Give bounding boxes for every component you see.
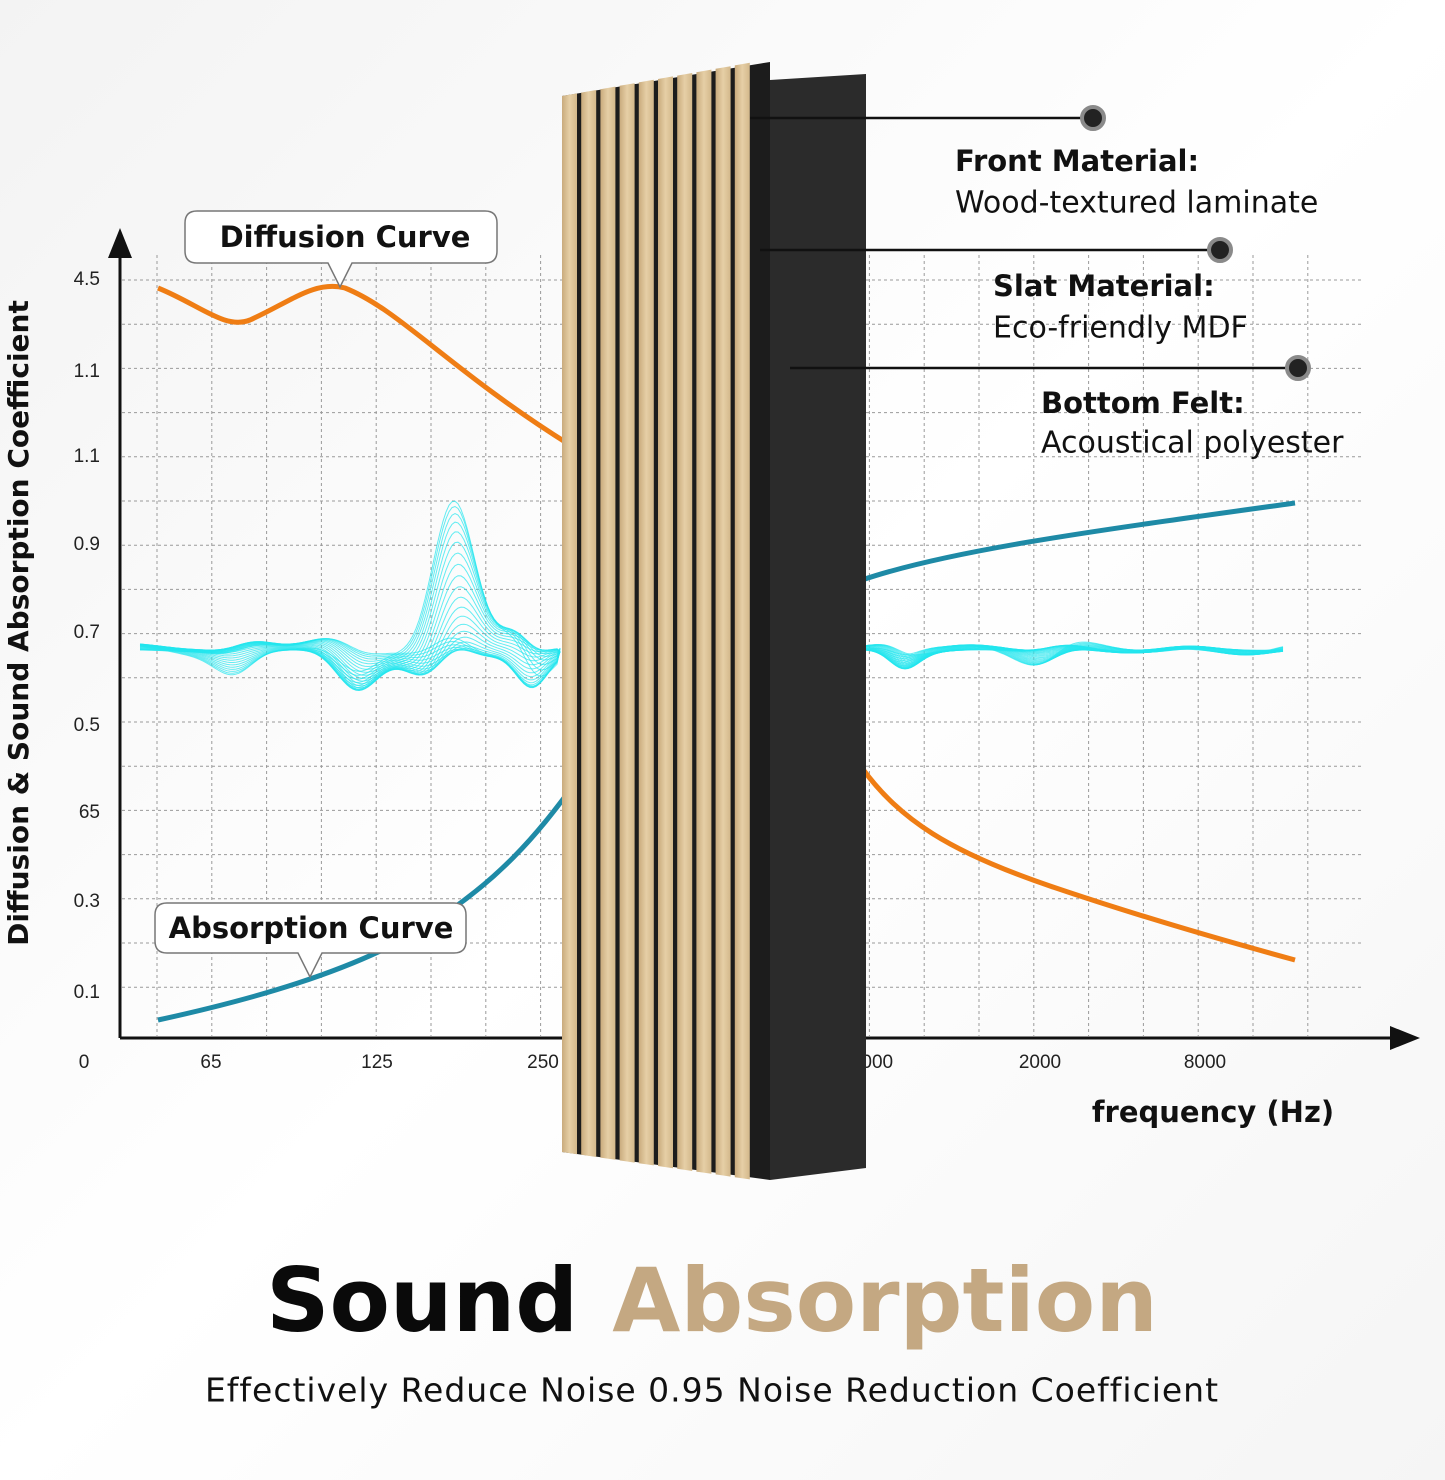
wave-line bbox=[139, 541, 561, 689]
x-tick-label: 8000 bbox=[1184, 1052, 1226, 1073]
wave-line bbox=[859, 641, 1284, 666]
leader-dot bbox=[1207, 237, 1233, 263]
slat bbox=[562, 93, 577, 1155]
slat bbox=[600, 86, 616, 1160]
x-tick-label: 250 bbox=[527, 1052, 559, 1073]
y-tick-label: 1.1 bbox=[74, 361, 100, 382]
slat bbox=[715, 66, 731, 1177]
callout-box bbox=[154, 902, 467, 979]
x-tick-label: 2000 bbox=[1019, 1052, 1061, 1073]
material-description: Acoustical polyester bbox=[1041, 426, 1344, 461]
material-title: Slat Material: bbox=[993, 269, 1215, 303]
slat bbox=[734, 62, 750, 1180]
slats bbox=[562, 62, 770, 1180]
slat bbox=[638, 79, 654, 1166]
y-tick-label: 0.5 bbox=[74, 715, 100, 736]
slat bbox=[696, 69, 712, 1174]
y-tick-label: 0.3 bbox=[74, 891, 100, 912]
leader-dot bbox=[1080, 105, 1106, 131]
felt-backing bbox=[770, 74, 866, 1180]
y-tick-label: 0.1 bbox=[74, 982, 100, 1003]
x-arrow bbox=[1390, 1026, 1420, 1050]
sound-wave bbox=[139, 500, 1284, 692]
y-tick-label: 1.1 bbox=[74, 446, 100, 467]
slat bbox=[581, 90, 597, 1157]
material-title: Bottom Felt: bbox=[1041, 386, 1245, 420]
y-tick-label: 65 bbox=[79, 802, 100, 823]
wave-line bbox=[139, 500, 561, 677]
diffusion-curve bbox=[859, 766, 1296, 963]
heading-second: Absorption bbox=[612, 1249, 1158, 1352]
x-tick-label: 0 bbox=[79, 1052, 90, 1073]
slat bbox=[619, 83, 635, 1163]
slat bbox=[677, 73, 693, 1171]
material-description: Wood-textured laminate bbox=[955, 186, 1318, 221]
y-tick-label: 0.9 bbox=[74, 534, 100, 555]
heading-first: Sound bbox=[266, 1249, 578, 1352]
absorption-curve bbox=[861, 500, 1296, 583]
wave-line bbox=[139, 563, 561, 691]
slat bbox=[658, 76, 673, 1169]
wave-line bbox=[139, 531, 561, 686]
x-tick-label: 65 bbox=[200, 1052, 221, 1073]
callout-box bbox=[184, 210, 498, 289]
x-axis-label: frequency (Hz) bbox=[1092, 1095, 1334, 1129]
y-ticks: 4.5 1.1 1.1 0.9 0.7 0.5 65 0.3 0.1 bbox=[74, 269, 100, 1003]
x-tick-label: 125 bbox=[361, 1052, 393, 1073]
y-arrow bbox=[108, 228, 132, 258]
wave-line bbox=[139, 615, 561, 687]
callout-label: Diffusion Curve bbox=[220, 220, 471, 254]
subtitle: Effectively Reduce Noise 0.95 Noise Redu… bbox=[205, 1371, 1219, 1410]
y-axis-label: Diffusion & Sound Absorption Coefficient bbox=[2, 300, 35, 946]
callout-label: Absorption Curve bbox=[169, 911, 454, 945]
diffusion-curve bbox=[157, 283, 572, 448]
material-description: Eco-friendly MDF bbox=[993, 311, 1248, 346]
leader-dot bbox=[1285, 355, 1311, 381]
wave-line bbox=[139, 552, 561, 690]
heading: Sound Absorption bbox=[266, 1249, 1158, 1352]
y-tick-label: 4.5 bbox=[74, 269, 100, 290]
y-tick-label: 0.7 bbox=[74, 622, 100, 643]
material-title: Front Material: bbox=[955, 144, 1199, 178]
